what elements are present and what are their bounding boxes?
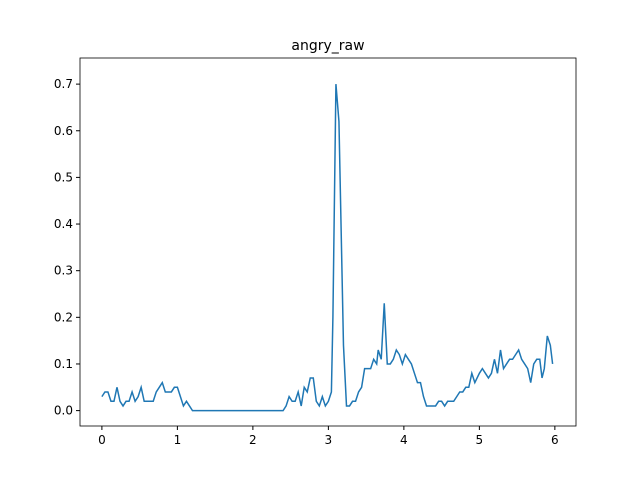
x-tick-label: 6 bbox=[551, 433, 559, 447]
x-tick-label: 5 bbox=[476, 433, 484, 447]
x-tick-label: 2 bbox=[249, 433, 257, 447]
line bbox=[101, 84, 554, 412]
y-tick-label: 0.4 bbox=[54, 217, 73, 231]
x-tick-label: 0 bbox=[98, 433, 106, 447]
x-tick-label: 4 bbox=[400, 433, 408, 447]
y-tick-label: 0.6 bbox=[54, 124, 73, 138]
axes-frame bbox=[79, 57, 577, 427]
y-tick-label: 0.7 bbox=[54, 77, 73, 91]
x-tick-label: 3 bbox=[325, 433, 333, 447]
x-tick-label: 1 bbox=[174, 433, 182, 447]
y-tick-label: 0.5 bbox=[54, 170, 73, 184]
y-tick-label: 0.2 bbox=[54, 310, 73, 324]
y-tick-label: 0.0 bbox=[54, 404, 73, 418]
y-tick-label: 0.3 bbox=[54, 264, 73, 278]
y-tick-label: 0.1 bbox=[54, 357, 73, 371]
chart-title: angry_raw bbox=[291, 38, 364, 54]
